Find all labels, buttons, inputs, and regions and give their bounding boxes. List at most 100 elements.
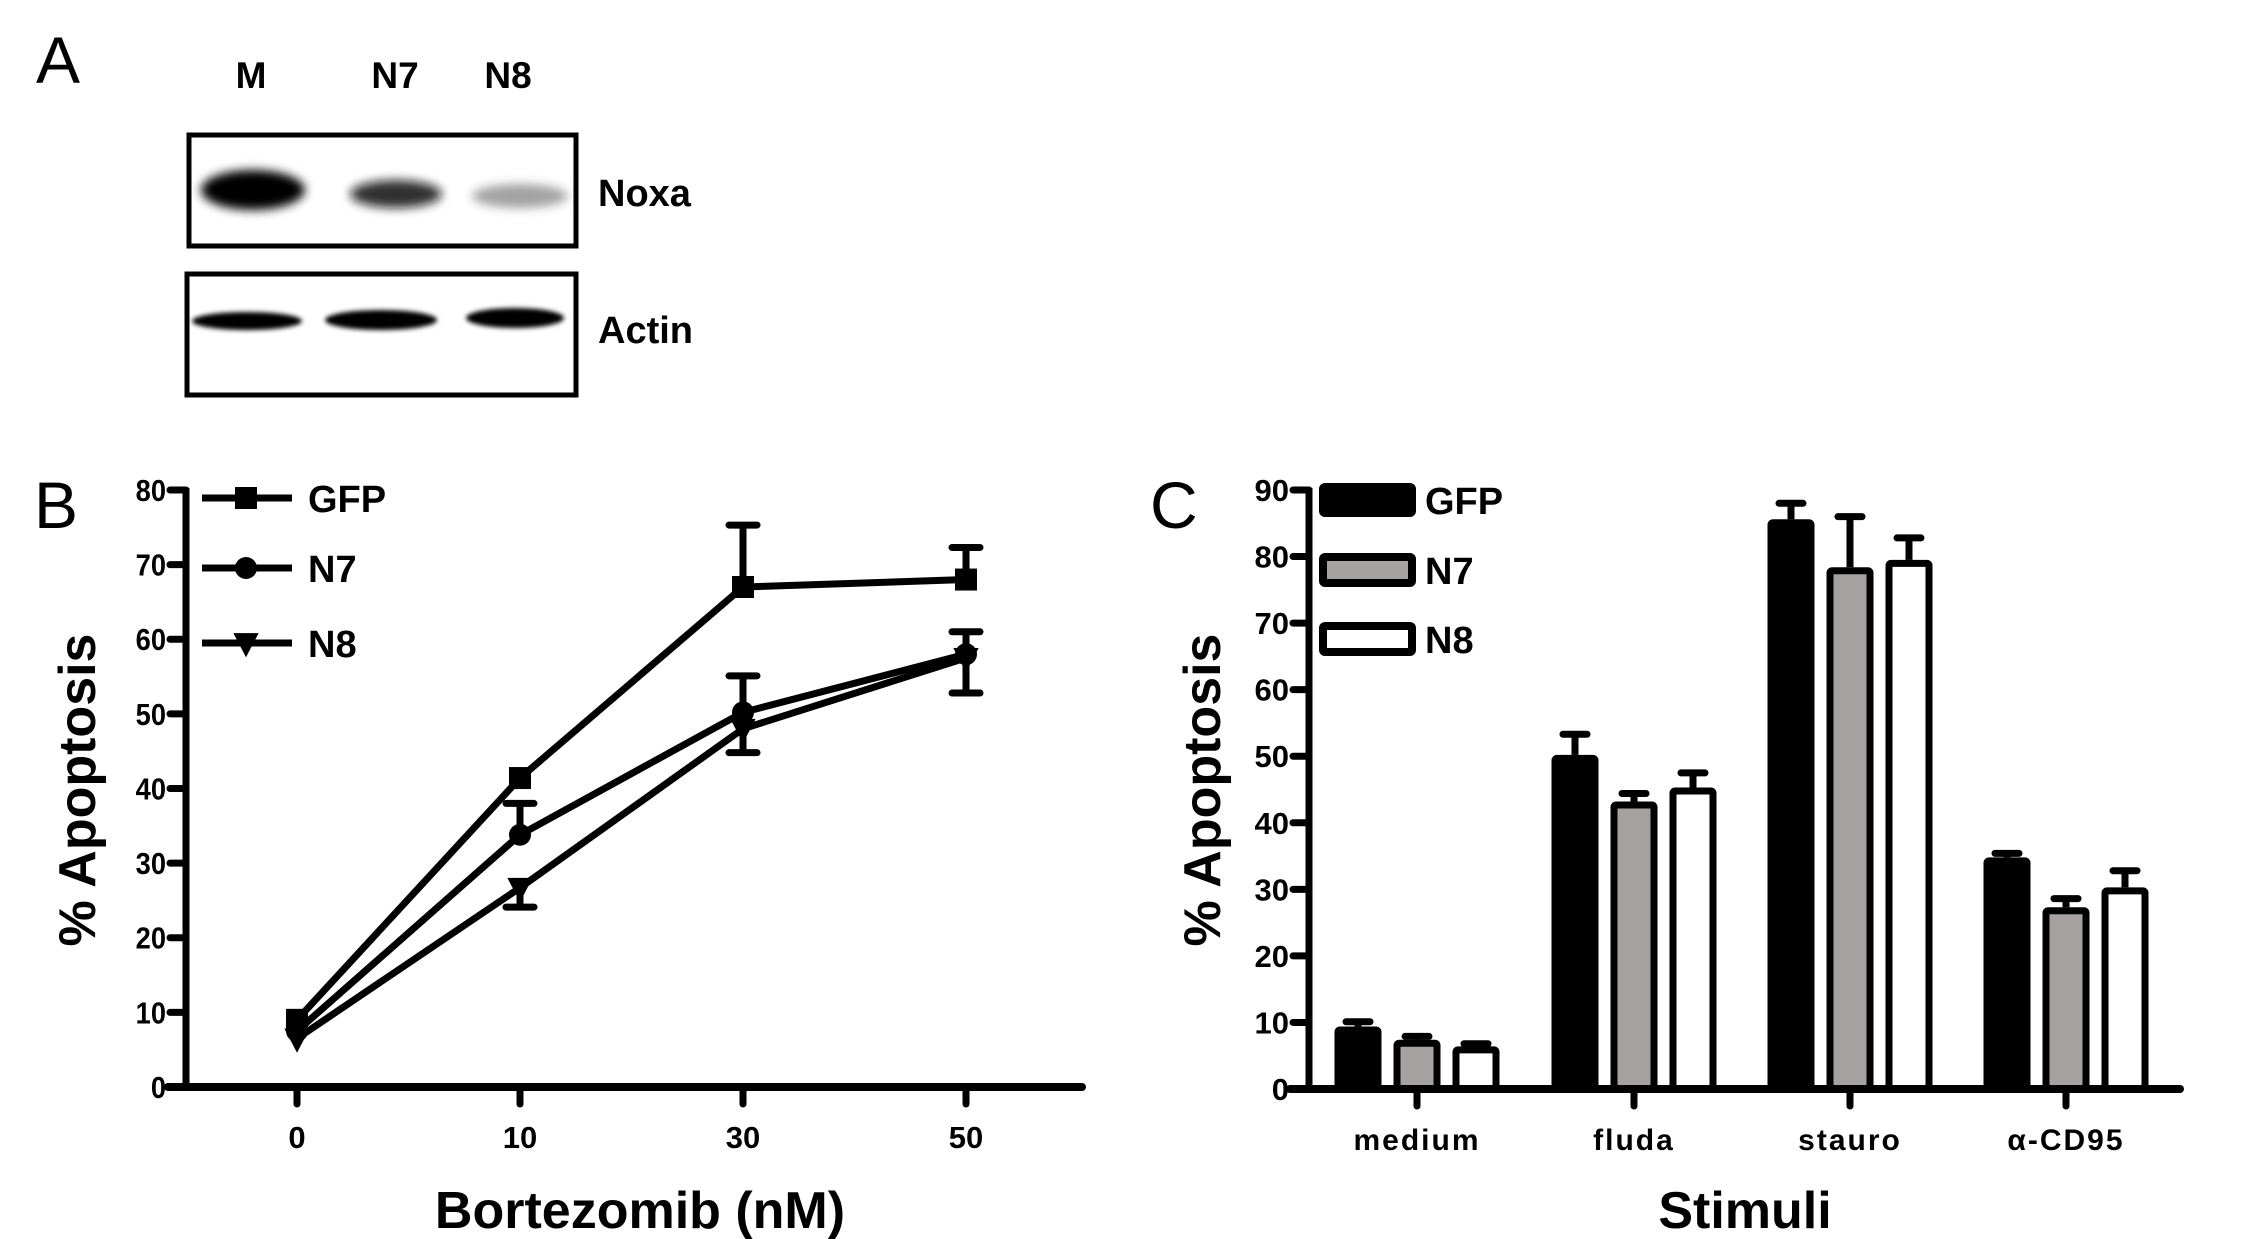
y-tick-label: 80 — [1255, 540, 1289, 575]
y-ticks: 0 10 20 30 40 50 60 70 80 90 — [1255, 473, 1313, 1107]
blot-frame-actin — [184, 271, 579, 398]
bar-gfp-medium — [1334, 1026, 1382, 1093]
line-n8 — [295, 654, 968, 1042]
bar-gfp-cd95 — [1983, 857, 2031, 1093]
data-point-gfp — [732, 576, 754, 599]
data-point-n8 — [507, 877, 533, 903]
y-tick-label: 70 — [1255, 606, 1289, 641]
legend-item-n8: N8 — [202, 624, 357, 666]
series — [284, 521, 984, 1053]
x-tick-label: 30 — [726, 1120, 760, 1155]
legend-label: N7 — [308, 549, 357, 591]
series-gfp — [286, 521, 984, 1031]
data-point-n7 — [509, 823, 531, 846]
y-axis-title: % Apoptosis — [49, 634, 107, 947]
y-tick-label: 40 — [1255, 806, 1289, 841]
panel-c-bar-chart: C 0 10 20 30 40 50 60 70 80 90 medium fluda stauro α… — [1150, 468, 2184, 1239]
panel-a: A M N7 N8 Noxa Actin — [36, 23, 693, 398]
bar-gfp-fluda — [1551, 754, 1599, 1093]
bar-n7-stauro — [1826, 567, 1874, 1093]
x-tick-label-cd95: α-CD95 — [2007, 1124, 2124, 1157]
x-axis-title: Bortezomib (nM) — [435, 1182, 845, 1239]
legend-swatch-gfp — [1319, 483, 1416, 517]
y-tick-label: 70 — [136, 549, 166, 583]
y-tick-label: 60 — [136, 624, 166, 658]
x-tick-label: 50 — [949, 1120, 983, 1155]
legend-label: N7 — [1425, 551, 1474, 593]
data-point-gfp — [955, 568, 977, 591]
legend-label: N8 — [308, 624, 357, 666]
bar-n8-fluda — [1669, 787, 1717, 1093]
line-n7 — [294, 650, 967, 1034]
band-noxa-n7 — [350, 180, 442, 208]
legend-item-gfp: GFP — [1319, 481, 1503, 523]
blot-noxa: Noxa — [186, 132, 692, 249]
series-n7 — [1393, 513, 2090, 1093]
y-tick-label: 10 — [136, 997, 166, 1031]
legend-marker-n7 — [235, 557, 257, 579]
data-point-n7 — [732, 701, 754, 724]
legend-swatch-n8 — [1319, 622, 1416, 656]
bar-n7-fluda — [1610, 801, 1658, 1093]
band-actin-n8 — [466, 308, 564, 328]
y-axis-title: % Apoptosis — [1174, 634, 1232, 947]
panel-label-c: C — [1150, 468, 1198, 542]
y-tick-label: 30 — [136, 848, 166, 882]
x-tick-label-stauro: stauro — [1798, 1124, 1902, 1157]
legend-item-n7: N7 — [202, 549, 357, 591]
y-tick-label: 80 — [136, 474, 166, 508]
bar-gfp-stauro — [1767, 519, 1815, 1093]
bar-n7-medium — [1393, 1039, 1441, 1093]
x-tick-label-medium: medium — [1353, 1124, 1480, 1157]
legend-item-gfp: GFP — [202, 479, 386, 521]
legend-label: N8 — [1425, 620, 1474, 662]
legend-marker-gfp — [235, 487, 257, 509]
bar-n8-medium — [1452, 1046, 1500, 1093]
y-tick-label: 60 — [1255, 673, 1289, 708]
bar-n8-cd95 — [2101, 887, 2149, 1093]
bars — [1334, 499, 2149, 1093]
legend: GFP N7 N8 — [202, 479, 386, 666]
y-tick-label: 50 — [136, 698, 166, 732]
blot-actin: Actin — [184, 271, 693, 398]
x-tick-label: 0 — [288, 1120, 305, 1155]
lane-label-n7: N7 — [371, 55, 418, 96]
x-tick-label: 10 — [503, 1120, 537, 1155]
band-actin-n7 — [325, 310, 437, 330]
y-tick-label: 90 — [1255, 473, 1289, 508]
y-tick-label: 30 — [1255, 872, 1289, 907]
y-ticks: 0 10 20 30 40 50 60 70 80 — [136, 474, 190, 1105]
data-point-n8 — [284, 1028, 310, 1053]
x-axis-title: Stimuli — [1658, 1182, 1831, 1239]
band-noxa-m — [201, 170, 305, 210]
y-tick-label: 0 — [1272, 1072, 1289, 1107]
series-n8 — [1452, 534, 2149, 1093]
panel-label-b: B — [34, 468, 78, 542]
x-ticks: 0 10 30 50 — [288, 1083, 983, 1155]
y-tick-label: 0 — [151, 1071, 166, 1105]
legend-marker-n8 — [233, 633, 259, 658]
band-actin-m — [192, 312, 302, 330]
series-n7 — [286, 628, 984, 1043]
band-noxa-n8 — [472, 184, 568, 208]
bar-n8-stauro — [1885, 559, 1933, 1093]
bar-n7-cd95 — [2042, 907, 2090, 1093]
data-point-n8 — [953, 648, 979, 673]
panel-label-a: A — [36, 23, 80, 97]
y-tick-label: 20 — [136, 922, 166, 956]
data-point-n8 — [730, 718, 756, 744]
series-n8 — [284, 648, 984, 1053]
y-tick-label: 50 — [1255, 739, 1289, 774]
legend-label: GFP — [308, 479, 386, 521]
legend-item-n8: N8 — [1319, 620, 1474, 662]
y-tick-label: 40 — [136, 773, 166, 807]
legend-item-n7: N7 — [1319, 551, 1474, 593]
x-tick-label-fluda: fluda — [1593, 1124, 1675, 1157]
legend-swatch-n7 — [1319, 553, 1416, 587]
blot-label-noxa: Noxa — [598, 173, 692, 215]
line-gfp — [294, 576, 967, 1023]
x-ticks: medium fluda stauro α-CD95 — [1353, 1085, 2124, 1157]
blot-label-actin: Actin — [598, 310, 693, 352]
legend: GFP N7 N8 — [1319, 481, 1503, 662]
